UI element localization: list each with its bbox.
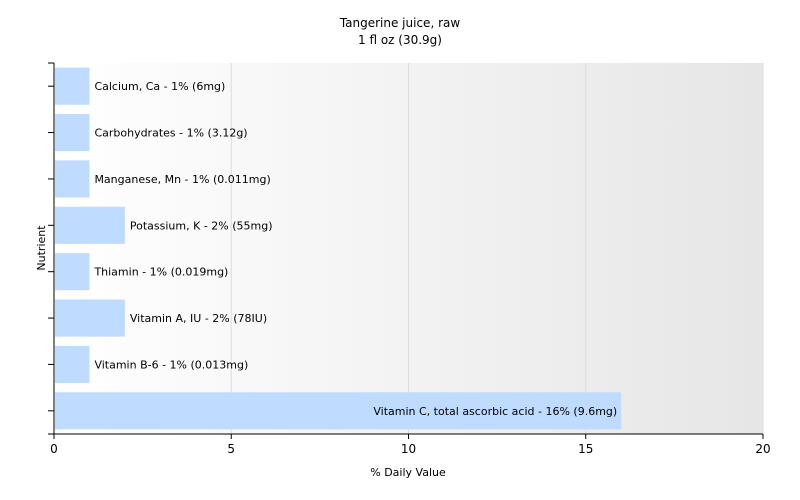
bar — [55, 392, 622, 430]
bar — [55, 114, 90, 152]
y-axis-title: Nutrient — [35, 225, 48, 271]
bar-label: Manganese, Mn - 1% (0.011mg) — [94, 173, 270, 186]
bar — [55, 67, 90, 105]
x-tick-label: 20 — [755, 442, 770, 456]
x-tick-label: 10 — [401, 442, 416, 456]
grid-lines — [230, 63, 764, 434]
bars: Calcium, Ca - 1% (6mg) Carbohydrates - 1%… — [55, 67, 622, 430]
chart-title: Tangerine juice, raw — [339, 16, 461, 30]
bar-label: Vitamin A, IU - 2% (78IU) — [130, 312, 267, 325]
bar — [55, 206, 125, 244]
chart-subtitle: 1 fl oz (30.9g) — [358, 33, 442, 47]
bar-label: Thiamin - 1% (0.019mg) — [93, 266, 228, 279]
x-tick-label: 15 — [578, 442, 593, 456]
bar — [55, 253, 90, 291]
x-axis-title: % Daily Value — [370, 466, 446, 479]
x-tick-label: 0 — [50, 442, 58, 456]
bar — [55, 345, 90, 383]
bar-label: Carbohydrates - 1% (3.12g) — [94, 127, 247, 140]
bar-label: Potassium, K - 2% (55mg) — [130, 219, 273, 232]
bar — [55, 160, 90, 198]
bar-label: Vitamin B-6 - 1% (0.013mg) — [94, 358, 248, 371]
bar-label: Calcium, Ca - 1% (6mg) — [94, 80, 225, 93]
bar — [55, 299, 125, 337]
x-tick-label: 5 — [227, 442, 235, 456]
bar-label: Vitamin C, total ascorbic acid - 16% (9.… — [373, 405, 617, 418]
axes: 0 5 10 15 20 — [48, 62, 771, 456]
